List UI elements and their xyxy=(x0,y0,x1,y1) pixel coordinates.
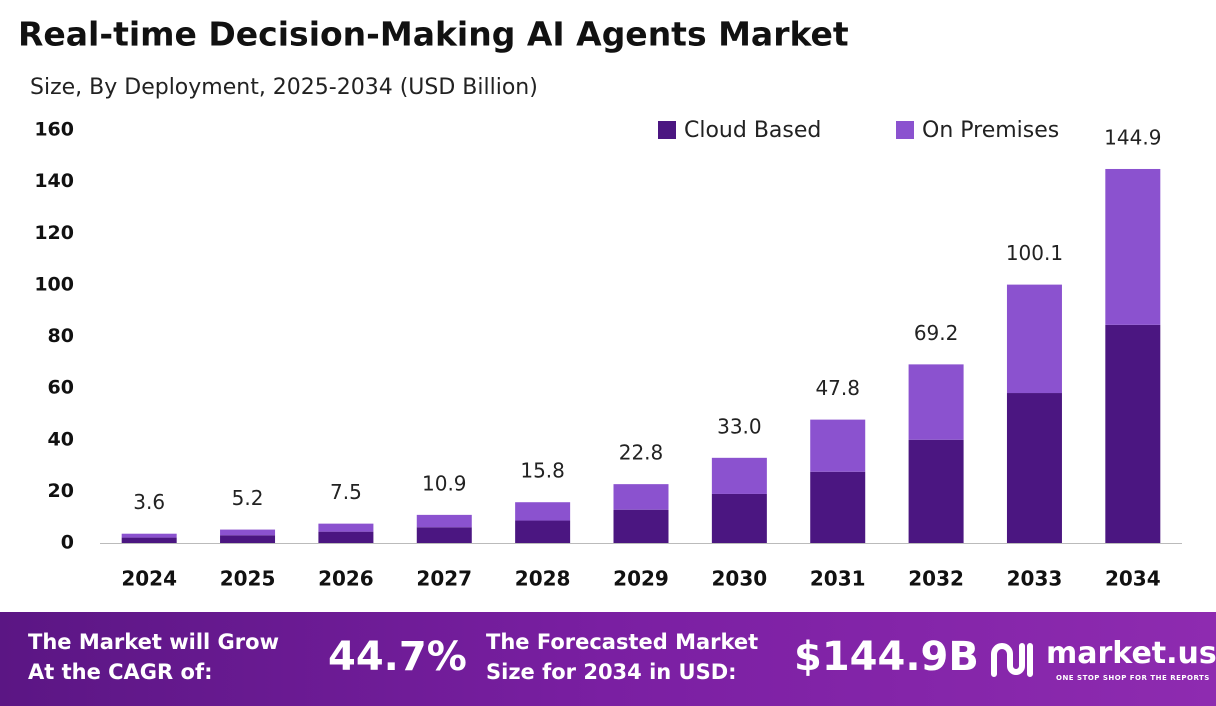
y-tick-label: 20 xyxy=(48,480,74,502)
bar-segment xyxy=(810,419,866,472)
x-tick-label: 2033 xyxy=(1007,567,1063,591)
legend-swatch xyxy=(658,121,676,139)
total-label: 15.8 xyxy=(520,459,565,483)
x-tick-label: 2027 xyxy=(416,567,472,591)
bar-segment xyxy=(711,457,767,494)
y-tick-label: 100 xyxy=(34,273,74,295)
y-tick-label: 80 xyxy=(48,325,74,347)
x-tick-label: 2025 xyxy=(220,567,276,591)
total-label: 69.2 xyxy=(914,321,959,345)
bar-segment xyxy=(908,439,964,543)
cagr-text: The Market will Grow At the CAGR of: xyxy=(28,627,279,687)
forecast-value: $144.9B xyxy=(794,634,979,680)
text-line: At the CAGR of: xyxy=(28,660,213,684)
legend-swatch xyxy=(896,121,914,139)
total-label: 33.0 xyxy=(717,414,762,438)
chart: Real-time Decision-Making AI Agents Mark… xyxy=(18,15,1182,591)
total-label: 5.2 xyxy=(232,486,264,510)
bar-segment xyxy=(1105,324,1161,543)
y-tick-label: 160 xyxy=(34,119,74,141)
legend-label: Cloud Based xyxy=(684,118,821,143)
forecast-text: The Forecasted Market Size for 2034 in U… xyxy=(486,627,758,687)
bar-segment xyxy=(220,535,276,543)
bar-segment xyxy=(1006,393,1062,543)
bar-segment xyxy=(121,537,177,543)
total-label: 10.9 xyxy=(422,471,467,495)
y-tick-label: 120 xyxy=(34,222,74,244)
x-tick-label: 2032 xyxy=(908,567,964,591)
x-tick-label: 2028 xyxy=(515,567,571,591)
chart-title: Real-time Decision-Making AI Agents Mark… xyxy=(18,15,849,54)
y-tick-label: 60 xyxy=(48,377,74,399)
bar-segment xyxy=(515,502,571,521)
total-label: 7.5 xyxy=(330,480,362,504)
brand-logo xyxy=(991,643,1033,677)
x-tick-label: 2024 xyxy=(121,567,177,591)
bar-segment xyxy=(220,529,276,536)
text-line: Size for 2034 in USD: xyxy=(486,660,737,684)
y-tick-label: 40 xyxy=(48,428,74,450)
total-label: 22.8 xyxy=(619,441,664,465)
legend-label: On Premises xyxy=(922,118,1059,143)
x-tick-label: 2029 xyxy=(613,567,669,591)
bar-segment xyxy=(908,364,964,440)
bar-segment xyxy=(1105,168,1161,325)
total-label: 100.1 xyxy=(1006,241,1063,265)
footer-banner: The Market will Grow At the CAGR of: 44.… xyxy=(0,612,1216,706)
bar-segment xyxy=(515,520,571,543)
x-tick-label: 2030 xyxy=(712,567,768,591)
y-tick-label: 0 xyxy=(61,532,74,554)
total-label: 144.9 xyxy=(1104,125,1161,149)
text-line: The Market will Grow xyxy=(28,630,279,654)
y-tick-label: 140 xyxy=(34,170,74,192)
bar-segment xyxy=(318,523,374,532)
total-label: 3.6 xyxy=(133,490,165,514)
bar-segment xyxy=(1006,284,1062,394)
bar-segment xyxy=(416,514,472,528)
bar-segment xyxy=(711,493,767,543)
x-tick-label: 2026 xyxy=(318,567,374,591)
x-tick-label: 2031 xyxy=(810,567,866,591)
brand-tagline: ONE STOP SHOP FOR THE REPORTS xyxy=(1056,674,1210,682)
bar-segment xyxy=(318,531,374,543)
cagr-value: 44.7% xyxy=(328,634,467,680)
bar-segment xyxy=(613,509,669,543)
chart-subtitle: Size, By Deployment, 2025-2034 (USD Bill… xyxy=(30,75,538,100)
bar-segment xyxy=(613,484,669,510)
brand-name: market.us xyxy=(1046,636,1216,671)
x-tick-label: 2034 xyxy=(1105,567,1161,591)
text-line: The Forecasted Market xyxy=(486,630,759,654)
total-label: 47.8 xyxy=(815,376,860,400)
bar-segment xyxy=(121,533,177,538)
bar-segment xyxy=(416,527,472,543)
bar-segment xyxy=(810,471,866,543)
